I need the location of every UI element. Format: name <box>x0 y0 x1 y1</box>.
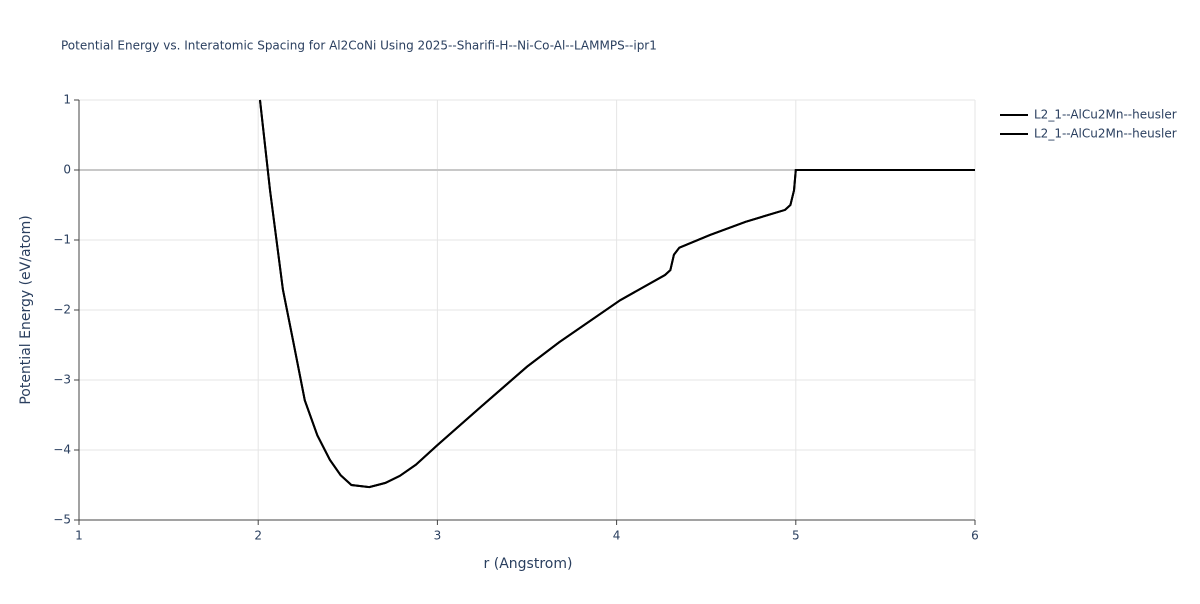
y-tick-label: −3 <box>53 373 71 387</box>
y-tick-label: −1 <box>53 233 71 247</box>
y-tick-label: 0 <box>63 163 71 177</box>
chart-title: Potential Energy vs. Interatomic Spacing… <box>61 39 657 53</box>
y-tick-label: −5 <box>53 513 71 527</box>
x-tick-label: 1 <box>75 529 83 543</box>
x-tick-label: 6 <box>971 529 979 543</box>
x-axis-label: r (Angstrom) <box>484 556 573 572</box>
series-line <box>258 99 975 489</box>
y-tick-label: 1 <box>63 93 71 107</box>
x-tick-label: 5 <box>792 529 800 543</box>
legend-label[interactable]: L2_1--AlCu2Mn--heusler <box>1034 108 1177 122</box>
y-tick-label: −2 <box>53 303 71 317</box>
y-axis-label: Potential Energy (eV/atom) <box>18 215 34 404</box>
x-tick-label: 2 <box>254 529 262 543</box>
legend-label[interactable]: L2_1--AlCu2Mn--heusler <box>1034 127 1177 141</box>
x-tick-label: 4 <box>613 529 621 543</box>
x-tick-label: 3 <box>434 529 442 543</box>
y-tick-label: −4 <box>53 443 71 457</box>
